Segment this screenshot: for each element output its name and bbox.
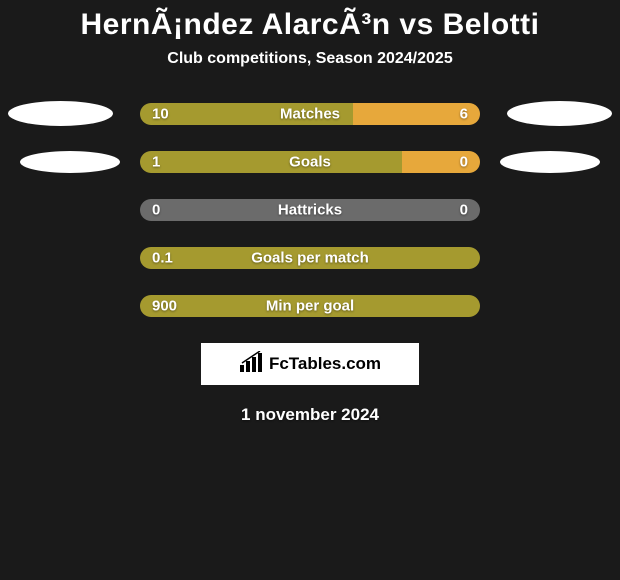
comparison-row: Goals per match 0.1 bbox=[0, 247, 620, 269]
page-title: HernÃ¡ndez AlarcÃ³n vs Belotti bbox=[0, 0, 620, 42]
page-subtitle: Club competitions, Season 2024/2025 bbox=[0, 50, 620, 68]
stat-label: Min per goal bbox=[266, 298, 354, 315]
stat-label: Matches bbox=[280, 106, 340, 123]
stat-value-right: 0 bbox=[460, 154, 468, 171]
player-right-marker bbox=[500, 151, 600, 173]
date-label: 1 november 2024 bbox=[0, 405, 620, 425]
brand-chart-icon bbox=[239, 351, 265, 378]
stat-value-left: 10 bbox=[152, 106, 169, 123]
brand-box: FcTables.com bbox=[201, 343, 419, 385]
stat-value-left: 0 bbox=[152, 202, 160, 219]
comparison-row: Matches 10 6 bbox=[0, 103, 620, 125]
bar-left bbox=[140, 151, 402, 173]
stat-label: Hattricks bbox=[278, 202, 342, 219]
player-left-marker bbox=[20, 151, 120, 173]
comparison-row: Hattricks 0 0 bbox=[0, 199, 620, 221]
player-right-marker bbox=[507, 101, 612, 126]
stat-value-right: 6 bbox=[460, 106, 468, 123]
stat-label: Goals per match bbox=[251, 250, 369, 267]
player-left-marker bbox=[8, 101, 113, 126]
stat-label: Goals bbox=[289, 154, 331, 171]
comparison-row: Min per goal 900 bbox=[0, 295, 620, 317]
bar-right bbox=[402, 151, 480, 173]
stat-value-left: 0.1 bbox=[152, 250, 173, 267]
stat-value-left: 900 bbox=[152, 298, 177, 315]
stat-value-right: 0 bbox=[460, 202, 468, 219]
comparison-row: Goals 1 0 bbox=[0, 151, 620, 173]
comparison-rows: Matches106Goals10Hattricks00Goals per ma… bbox=[0, 103, 620, 317]
stat-value-left: 1 bbox=[152, 154, 160, 171]
brand-label: FcTables.com bbox=[269, 354, 381, 374]
